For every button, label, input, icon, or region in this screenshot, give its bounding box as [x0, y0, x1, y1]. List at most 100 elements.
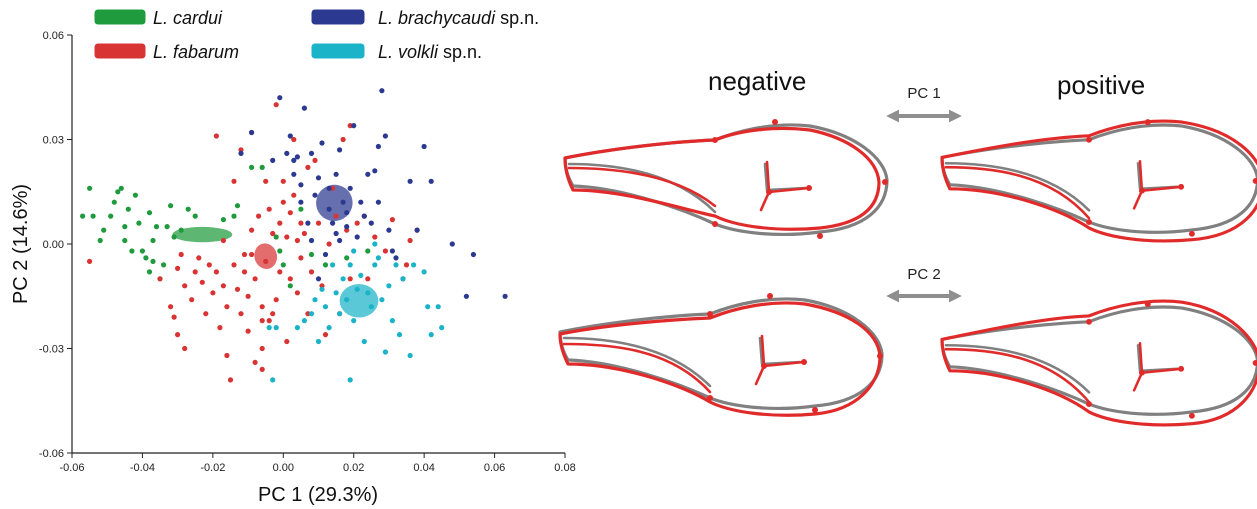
- wing-pc1-positive-landmark: [1086, 219, 1092, 226]
- wing-pc1-positive-shape-crossvein: [1132, 160, 1183, 210]
- point-l-cardui: [80, 213, 86, 219]
- point-l-cardui: [118, 185, 124, 191]
- pca-scatter-plot: -0.06 -0.04 -0.02 0.00 0.02 0.04 0.06 0.08 -0.06…: [10, 30, 576, 506]
- point-l-cardui: [277, 248, 283, 254]
- point-l-volkli-sp-n: [322, 304, 329, 310]
- point-l-volkli-sp-n: [308, 311, 315, 317]
- point-l-fabarum: [87, 258, 93, 264]
- point-l-brachycaudi-sp-n: [291, 157, 297, 163]
- point-l-fabarum: [192, 269, 198, 275]
- wing-pc2-negative-shape-crossvein: [754, 334, 806, 386]
- ellipse-l-cardui: [172, 226, 233, 243]
- point-l-volkli-sp-n: [266, 325, 272, 331]
- point-l-fabarum: [287, 276, 293, 282]
- point-l-brachycaudi-sp-n: [270, 157, 276, 163]
- point-l-brachycaudi-sp-n: [368, 220, 374, 226]
- point-l-brachycaudi-sp-n: [379, 88, 385, 94]
- point-l-volkli-sp-n: [375, 255, 381, 261]
- point-l-cardui: [220, 217, 226, 223]
- point-l-fabarum: [175, 332, 181, 338]
- point-l-brachycaudi-sp-n: [365, 171, 371, 177]
- y-tick-label: 0.03: [43, 135, 64, 147]
- wing-pc1-negative-shape-crossvein: [759, 160, 811, 212]
- point-l-volkli-sp-n: [389, 318, 395, 324]
- point-l-fabarum: [224, 304, 230, 310]
- point-l-cardui: [146, 210, 153, 216]
- wing-pc2-negative-shape-outline: [558, 301, 882, 417]
- wing-outlines: [558, 119, 1257, 427]
- point-l-cardui: [125, 206, 131, 212]
- point-l-brachycaudi-sp-n: [312, 192, 318, 198]
- wing-pc2-positive-landmark: [1252, 359, 1257, 366]
- wing-pc2-negative-landmark: [801, 359, 807, 365]
- wing-pc1-negative-shape-outline: [563, 126, 881, 231]
- legend-label-volkli: L. volkli sp.n.: [378, 42, 482, 62]
- point-l-fabarum: [259, 366, 265, 372]
- point-l-brachycaudi-sp-n: [301, 105, 307, 111]
- point-l-cardui: [171, 234, 177, 240]
- point-l-fabarum: [291, 192, 297, 198]
- point-l-fabarum: [259, 345, 265, 352]
- wing-pc1-positive-landmark: [1252, 177, 1257, 184]
- point-l-cardui: [129, 248, 135, 254]
- point-l-brachycaudi-sp-n: [382, 133, 388, 139]
- wing-pc2-positive-landmark: [1188, 412, 1195, 419]
- positive-label: positive: [1057, 70, 1145, 100]
- point-l-fabarum: [227, 377, 234, 383]
- point-l-cardui: [365, 248, 371, 254]
- point-l-volkli-sp-n: [396, 332, 403, 338]
- wing-pc2-negative-landmark: [707, 311, 713, 317]
- wing-pc2-positive-landmark: [1086, 401, 1092, 408]
- wing-pc2-positive-landmark: [1178, 365, 1185, 372]
- point-l-volkli-sp-n: [351, 248, 357, 254]
- x-tick-label: 0.04: [413, 462, 434, 474]
- point-l-brachycaudi-sp-n: [298, 182, 304, 188]
- point-l-brachycaudi-sp-n: [347, 185, 353, 191]
- point-l-fabarum: [252, 276, 258, 282]
- x-tick-label: -0.04: [130, 462, 155, 474]
- point-l-fabarum: [178, 251, 184, 258]
- wing-pc2-positive-shape-crossvein: [1132, 342, 1183, 392]
- y-tick-label: -0.06: [39, 448, 64, 460]
- point-l-brachycaudi-sp-n: [333, 171, 339, 177]
- x-tick-label: 0.06: [484, 462, 505, 474]
- point-l-volkli-sp-n: [425, 304, 431, 310]
- legend-label-brachycaudi-name: L. brachycaudi: [378, 8, 496, 28]
- point-l-fabarum: [305, 311, 311, 317]
- y-tick-label: 0.06: [43, 30, 64, 42]
- wing-pc2-negative-landmark: [761, 363, 767, 369]
- point-l-volkli-sp-n: [315, 338, 322, 345]
- point-l-fabarum: [220, 283, 226, 289]
- point-l-volkli-sp-n: [393, 262, 399, 268]
- point-l-cardui: [344, 255, 350, 261]
- point-l-brachycaudi-sp-n: [298, 199, 304, 205]
- point-l-volkli-sp-n: [361, 338, 367, 345]
- point-l-brachycaudi-sp-n: [340, 199, 346, 205]
- point-l-volkli-sp-n: [340, 276, 346, 282]
- point-l-brachycaudi-sp-n: [277, 95, 283, 101]
- wing-pc2-negative: [558, 293, 884, 417]
- point-l-volkli-sp-n: [421, 269, 427, 275]
- x-tick-label: 0.02: [343, 462, 364, 474]
- point-l-fabarum: [189, 297, 195, 303]
- point-l-fabarum: [231, 178, 237, 184]
- point-l-fabarum: [294, 290, 300, 296]
- wing-pc2-positive-landmark: [1138, 369, 1145, 376]
- axis-ticks: -0.06 -0.04 -0.02 0.00 0.02 0.04 0.06 0.08 -0.06…: [39, 30, 576, 474]
- point-l-fabarum: [315, 220, 322, 226]
- point-l-volkli-sp-n: [411, 262, 417, 268]
- pc1-arrow-label: PC 1: [907, 85, 940, 102]
- point-l-cardui: [298, 206, 304, 212]
- point-l-cardui: [136, 220, 142, 226]
- point-l-fabarum: [182, 283, 188, 289]
- point-l-brachycaudi-sp-n: [294, 154, 300, 160]
- wing-pc2-positive-consensus-vein: [944, 344, 1091, 394]
- point-l-brachycaudi-sp-n: [449, 241, 455, 247]
- point-l-fabarum: [294, 237, 300, 244]
- point-l-fabarum: [312, 157, 318, 163]
- point-l-cardui: [322, 262, 329, 268]
- point-l-cardui: [122, 224, 128, 230]
- y-tick-label: -0.03: [39, 344, 64, 356]
- point-l-fabarum: [277, 220, 283, 226]
- point-l-volkli-sp-n: [273, 325, 279, 331]
